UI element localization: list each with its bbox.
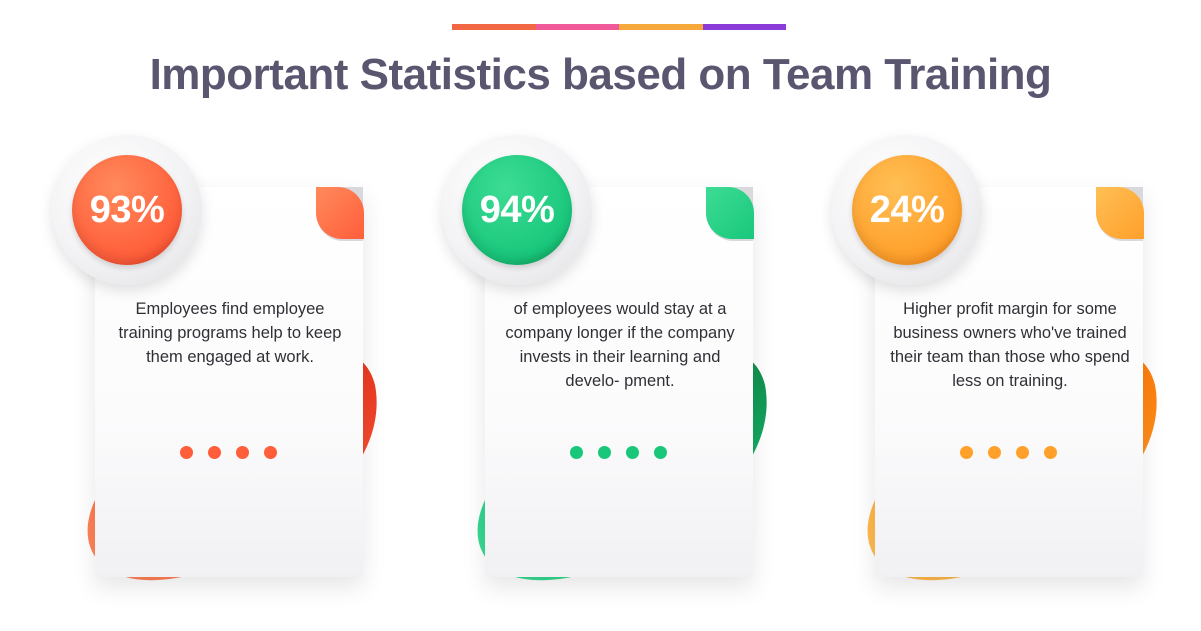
decorative-color-bar <box>452 24 786 30</box>
dot-indicator <box>960 446 1057 459</box>
bar-segment-yellow <box>619 24 703 30</box>
folded-corner <box>1096 187 1144 239</box>
stat-description: Higher profit margin for some business o… <box>890 300 1130 390</box>
stat-card-2: 94% of employees would stay at a company… <box>430 135 767 615</box>
percent-value: 94% <box>479 188 555 231</box>
percent-badge: 93% <box>52 135 202 285</box>
percent-value: 24% <box>869 188 945 231</box>
percent-badge: 24% <box>832 135 982 285</box>
dot-indicator <box>570 446 667 459</box>
stat-description: Employees find employee training program… <box>118 300 342 366</box>
page-title: Important Statistics based on Team Train… <box>149 50 1052 99</box>
percent-value: 93% <box>89 188 165 231</box>
bar-segment-pink <box>535 24 619 30</box>
dot-indicator <box>180 446 277 459</box>
bar-segment-orange <box>452 24 536 30</box>
stat-card-1: 93% Employees find employee training pro… <box>40 135 377 615</box>
stat-card-3: 24% Higher profit margin for some busine… <box>820 135 1157 615</box>
percent-badge: 94% <box>442 135 592 285</box>
folded-corner <box>706 187 754 239</box>
folded-corner <box>316 187 364 239</box>
stat-description: of employees would stay at a company lon… <box>505 300 735 390</box>
bar-segment-purple <box>702 24 786 30</box>
stat-card-paper <box>485 187 754 577</box>
